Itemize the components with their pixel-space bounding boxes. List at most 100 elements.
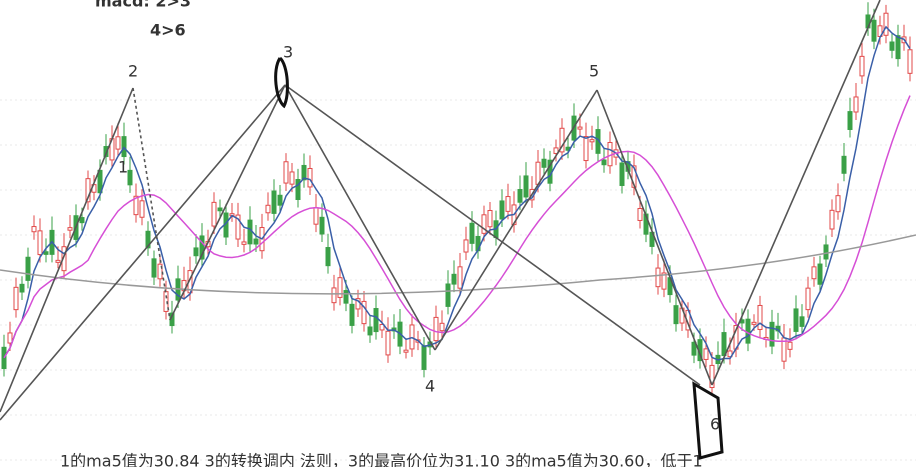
trend-line	[711, 0, 881, 386]
moving-averages	[0, 25, 916, 361]
candle-body	[361, 300, 367, 325]
candle-body	[583, 136, 589, 162]
candle-body	[517, 189, 523, 203]
candle-body	[787, 341, 793, 350]
candle-body	[439, 322, 445, 332]
candle-body	[835, 195, 841, 213]
candle-body	[403, 349, 409, 353]
candle-body	[67, 227, 73, 231]
candle-body	[19, 283, 25, 293]
candle-body	[265, 204, 271, 214]
candle-body	[313, 207, 319, 225]
header-subtitle: 4>6	[150, 21, 186, 40]
candle-body	[7, 332, 13, 344]
candle-body	[133, 195, 139, 216]
candle-body	[289, 171, 295, 185]
candle-body	[895, 35, 901, 60]
point-label: 3	[283, 43, 293, 62]
candle-body	[757, 304, 763, 330]
candle-body	[85, 178, 91, 203]
candle-body	[43, 251, 49, 255]
header-title: macd: 2>3	[95, 0, 191, 11]
candle-body	[301, 164, 307, 181]
candle-body	[553, 147, 559, 154]
candle-body	[481, 214, 487, 234]
candle-body	[859, 55, 865, 77]
candle-body	[469, 222, 475, 244]
candle-body	[235, 214, 241, 240]
ma-line	[0, 234, 916, 295]
candle-body	[433, 316, 439, 342]
point-label: 4	[425, 377, 435, 396]
candle-body	[601, 159, 607, 166]
candle-body	[319, 216, 325, 235]
candle-body	[889, 41, 895, 51]
point-label: 6	[710, 415, 720, 434]
trend-line	[0, 84, 286, 421]
candle-body	[115, 136, 121, 150]
candle-body	[883, 12, 889, 36]
candle-body	[805, 287, 811, 311]
trend-line	[596, 89, 713, 386]
candle-body	[325, 247, 331, 267]
trend-line	[284, 84, 436, 351]
candle-body	[283, 161, 289, 184]
candle-body	[841, 155, 847, 174]
candle-body	[769, 321, 775, 347]
circle-mark	[692, 381, 724, 460]
candle-body	[331, 287, 337, 304]
candle-body	[379, 324, 385, 331]
candle-body	[577, 126, 583, 130]
candle-body	[817, 263, 823, 285]
candle-body	[145, 230, 151, 249]
candle-body	[691, 341, 697, 356]
candle-body	[37, 230, 43, 256]
candle-body	[157, 263, 163, 280]
candle-body	[343, 290, 349, 304]
candle-body	[847, 111, 853, 130]
trend-line	[284, 84, 701, 386]
candle-body	[271, 190, 277, 214]
trend-lines	[0, 0, 881, 421]
candle-body	[211, 201, 217, 227]
ma-line	[3, 25, 911, 361]
candle-body	[823, 244, 829, 260]
candle-body	[61, 246, 67, 272]
candle-body	[247, 219, 253, 245]
candle-body	[193, 247, 199, 257]
candle-body	[637, 207, 643, 221]
candle-body	[589, 139, 595, 143]
ma-line	[3, 95, 911, 359]
point-label: 5	[589, 62, 599, 81]
candle-body	[709, 364, 715, 389]
candle-body	[127, 169, 133, 186]
candle-body	[451, 273, 457, 285]
candle-body	[199, 235, 205, 260]
candle-body	[811, 266, 817, 280]
candle-body	[349, 303, 355, 326]
candle-body	[25, 256, 31, 281]
candle-body	[139, 200, 145, 218]
candle-body	[673, 305, 679, 325]
candle-body	[853, 96, 859, 113]
point-label: 2	[128, 62, 138, 81]
candle-body	[307, 167, 313, 188]
candle-body	[337, 277, 343, 298]
trend-line	[169, 84, 286, 321]
candle-body	[799, 316, 805, 327]
candle-body	[745, 318, 751, 344]
candle-body	[829, 209, 835, 230]
circle-mark	[274, 56, 289, 109]
candle-body	[295, 179, 301, 200]
point-label: 1	[118, 158, 128, 177]
trend-line	[434, 89, 598, 351]
candle-body	[721, 332, 727, 357]
candle-body	[457, 266, 463, 289]
candle-body	[463, 239, 469, 253]
trend-line	[0, 87, 134, 413]
candle-body	[217, 207, 223, 212]
candle-body	[1, 346, 7, 370]
candle-body	[907, 49, 913, 74]
